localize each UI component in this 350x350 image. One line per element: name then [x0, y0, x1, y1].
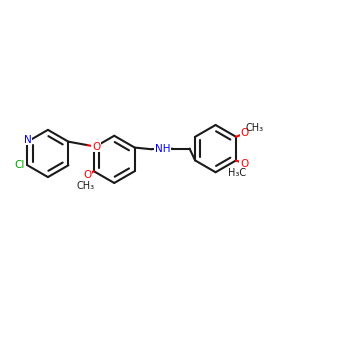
Text: H₃C: H₃C	[228, 168, 246, 178]
Text: CH₃: CH₃	[77, 181, 95, 191]
Text: Cl: Cl	[15, 160, 25, 170]
Text: CH₃: CH₃	[245, 123, 264, 133]
Text: N: N	[23, 135, 32, 145]
Text: O: O	[240, 159, 248, 169]
Text: O: O	[240, 128, 249, 138]
Text: O: O	[83, 170, 92, 180]
Text: NH: NH	[155, 144, 170, 154]
Text: O: O	[92, 142, 100, 152]
